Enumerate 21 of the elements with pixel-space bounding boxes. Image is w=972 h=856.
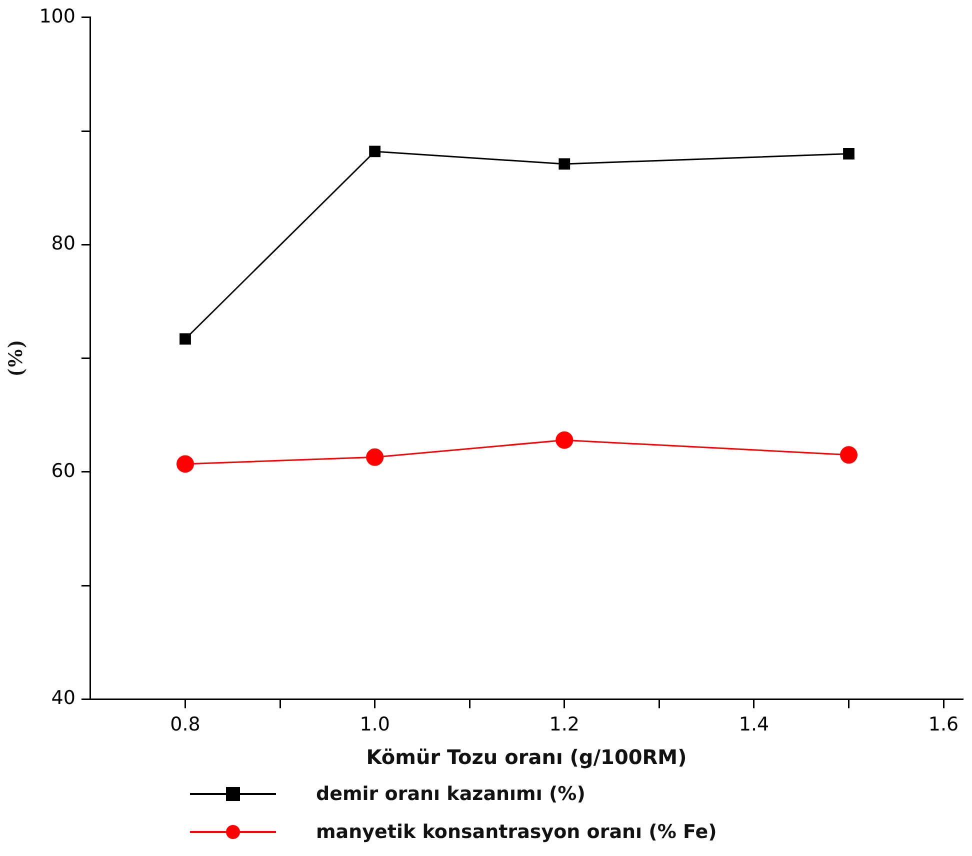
x-tick-label: 1.2 bbox=[549, 714, 580, 736]
point bbox=[843, 148, 854, 160]
y-tick-label: 60 bbox=[51, 460, 76, 482]
point bbox=[180, 333, 191, 345]
point bbox=[366, 448, 384, 466]
x-tick-label: 1.6 bbox=[928, 714, 959, 736]
x-tick-label: 1.0 bbox=[360, 714, 390, 736]
x-tick-label: 1.4 bbox=[738, 714, 770, 736]
y-tick-label: 100 bbox=[39, 5, 76, 28]
x-tick-label: 0.8 bbox=[170, 714, 200, 736]
legend-label: manyetik konsantrasyon oranı (% Fe) bbox=[316, 821, 717, 843]
point bbox=[556, 431, 574, 449]
y-axis-title: (%) bbox=[3, 340, 28, 376]
legend-label: demir oranı kazanımı (%) bbox=[316, 783, 586, 805]
point bbox=[369, 146, 381, 158]
point bbox=[558, 158, 570, 170]
point bbox=[840, 446, 858, 464]
y-tick-label: 40 bbox=[51, 687, 76, 710]
x-axis-title: Kömür Tozu oranı (g/100RM) bbox=[366, 745, 687, 770]
point bbox=[176, 455, 194, 473]
y-tick-label: 80 bbox=[51, 232, 76, 255]
